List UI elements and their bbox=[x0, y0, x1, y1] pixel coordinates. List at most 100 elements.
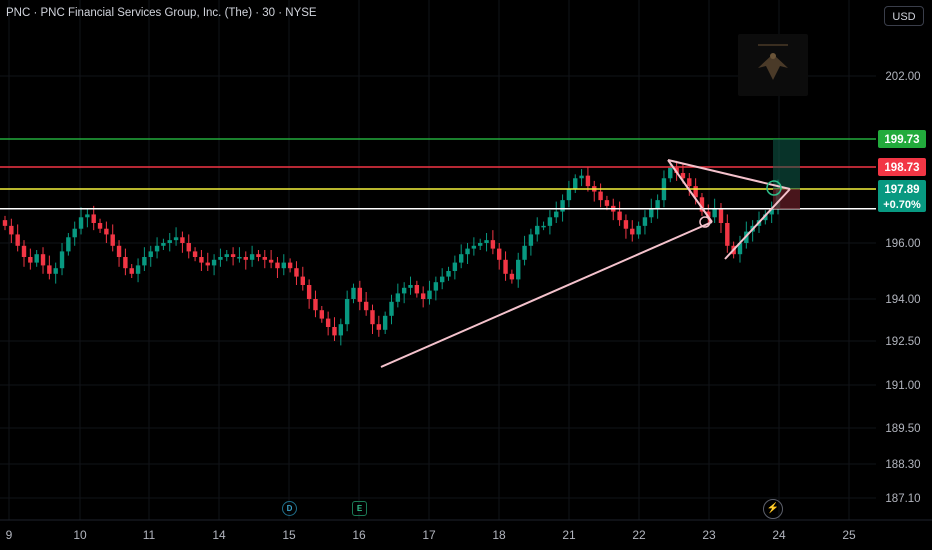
time-tick-label: 17 bbox=[422, 528, 436, 542]
candle-body bbox=[211, 259, 217, 266]
price-badge[interactable] bbox=[878, 180, 926, 212]
candle-body bbox=[649, 208, 654, 218]
price-badge[interactable] bbox=[878, 130, 926, 148]
candle-body bbox=[699, 197, 705, 212]
dividend-event-icon[interactable]: D bbox=[282, 501, 297, 516]
price-axis-background bbox=[876, 0, 932, 520]
candle-body bbox=[458, 254, 464, 263]
candle-body bbox=[547, 217, 553, 226]
symbol-title[interactable]: PNC · PNC Financial Services Group, Inc.… bbox=[6, 7, 317, 19]
candle-body bbox=[522, 245, 527, 260]
candle-body bbox=[471, 245, 477, 249]
candle-body bbox=[40, 254, 46, 266]
horizontal-levels[interactable] bbox=[0, 138, 876, 210]
position-loss-zone[interactable] bbox=[773, 189, 800, 209]
time-tick-label: 15 bbox=[282, 528, 296, 542]
candle-body bbox=[687, 178, 692, 187]
candle-body bbox=[59, 251, 65, 269]
candle-body bbox=[560, 200, 565, 212]
candle-body bbox=[9, 225, 14, 235]
candle-body bbox=[382, 315, 388, 330]
price-tick-label: 202.00 bbox=[885, 71, 920, 83]
time-tick-label: 9 bbox=[6, 528, 13, 542]
price-change-label: +0.70% bbox=[883, 199, 921, 211]
candle-body bbox=[224, 254, 229, 257]
candle-body bbox=[452, 262, 458, 271]
candle-body bbox=[262, 257, 267, 260]
candle-body bbox=[636, 225, 641, 235]
time-tick-label: 16 bbox=[352, 528, 366, 542]
candle-body bbox=[465, 248, 470, 255]
candle-body bbox=[630, 228, 635, 235]
candle-body bbox=[256, 254, 261, 257]
candle-body bbox=[541, 225, 546, 228]
time-tick-label: 11 bbox=[143, 528, 156, 542]
candle-body bbox=[433, 282, 439, 291]
candle-body bbox=[737, 243, 743, 255]
price-badge-label: 199.73 bbox=[884, 134, 919, 146]
time-tick-label: 21 bbox=[562, 528, 576, 542]
candle-body bbox=[47, 265, 52, 274]
time-tick-label: 14 bbox=[212, 528, 226, 542]
candle-body bbox=[769, 208, 774, 215]
candle-body bbox=[186, 243, 191, 252]
price-badge[interactable] bbox=[878, 158, 926, 176]
candle-body bbox=[97, 223, 103, 229]
candle-body bbox=[706, 211, 711, 218]
author-watermark-logo bbox=[738, 34, 808, 96]
candle-body bbox=[497, 248, 502, 260]
triangle-lower-line[interactable] bbox=[724, 188, 791, 260]
candle-body bbox=[357, 287, 363, 302]
candle-body bbox=[674, 167, 679, 174]
candle-body bbox=[230, 254, 236, 257]
lightning-icon[interactable]: ⚡ bbox=[763, 499, 783, 519]
candle-body bbox=[693, 186, 698, 198]
candle-body bbox=[173, 237, 179, 241]
candle-body bbox=[414, 285, 420, 294]
candle-body bbox=[718, 208, 724, 223]
candle-body bbox=[503, 259, 508, 274]
earnings-event-icon[interactable]: E bbox=[352, 501, 367, 516]
price-badge-label: 198.73 bbox=[884, 162, 919, 174]
candle-body bbox=[142, 257, 147, 266]
candle-body bbox=[313, 299, 318, 311]
time-axis[interactable]: 9 10 11 14 15 16 17 18 21 22 23 24 25 bbox=[0, 519, 932, 542]
price-axis[interactable]: 202.00 196.00 194.00 192.50 191.00 189.50 188.… bbox=[876, 0, 932, 520]
descending-trendline[interactable] bbox=[667, 159, 713, 223]
price-tick-label: 191.00 bbox=[885, 380, 920, 392]
candle-body bbox=[154, 245, 160, 252]
candle-body bbox=[680, 173, 686, 179]
candle-body bbox=[351, 287, 356, 299]
candle-body bbox=[395, 293, 401, 302]
candle-body bbox=[763, 214, 768, 221]
candle-body bbox=[237, 257, 242, 259]
price-tick-label: 189.50 bbox=[885, 423, 920, 435]
candle-body bbox=[306, 285, 312, 299]
candle-body bbox=[566, 188, 572, 201]
candle-body bbox=[110, 234, 115, 246]
candle-body bbox=[338, 324, 344, 336]
ascending-trendline[interactable] bbox=[380, 221, 713, 368]
candle-body bbox=[129, 268, 134, 274]
candle-body bbox=[344, 299, 350, 325]
candle-body bbox=[370, 310, 375, 325]
candle-body bbox=[554, 211, 559, 218]
candle-body bbox=[104, 228, 109, 235]
candle-body bbox=[135, 265, 141, 274]
candle-body bbox=[617, 211, 622, 221]
candle-body bbox=[243, 257, 248, 260]
candle-body bbox=[123, 257, 128, 269]
position-profit-zone[interactable] bbox=[773, 139, 800, 189]
candle-body bbox=[401, 287, 407, 294]
candle-body bbox=[91, 214, 96, 223]
candle-body bbox=[573, 178, 578, 189]
triangle-upper-line[interactable] bbox=[667, 159, 791, 190]
candle-body bbox=[668, 167, 673, 179]
candle-body bbox=[300, 276, 305, 285]
candle-body bbox=[85, 214, 90, 218]
time-tick-label: 25 bbox=[842, 528, 856, 542]
candle-body bbox=[161, 243, 166, 246]
candle-body bbox=[34, 254, 39, 263]
currency-button[interactable]: USD bbox=[884, 6, 924, 26]
